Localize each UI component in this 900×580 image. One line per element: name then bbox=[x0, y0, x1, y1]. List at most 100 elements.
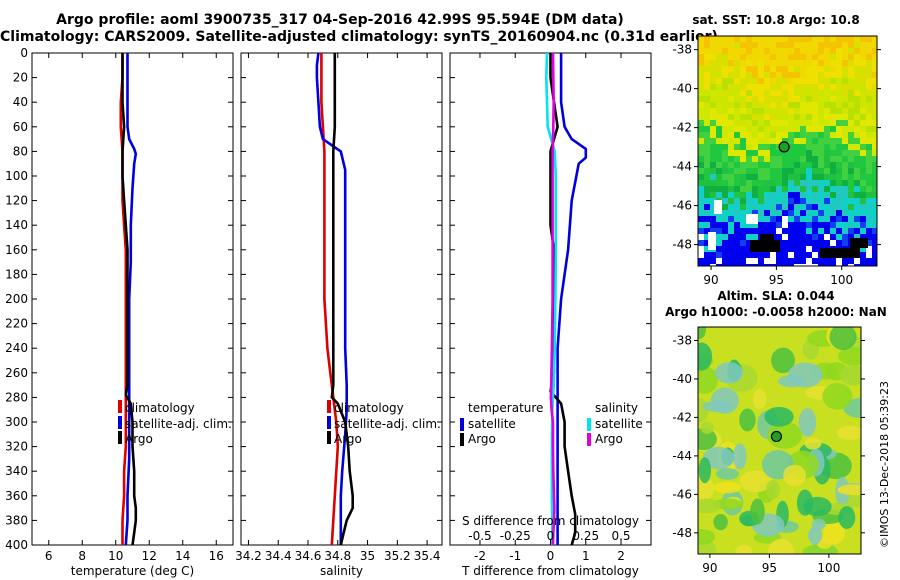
sst-cell bbox=[746, 114, 752, 120]
sst-cell bbox=[848, 48, 854, 54]
sst-cell bbox=[722, 186, 728, 192]
sst-cell bbox=[812, 60, 818, 66]
sst-cell bbox=[716, 42, 722, 48]
sst-cell bbox=[740, 180, 746, 186]
sst-cell bbox=[746, 180, 752, 186]
sst-cell bbox=[722, 162, 728, 168]
sst-cell bbox=[698, 102, 704, 108]
sst-cell bbox=[806, 252, 812, 258]
sst-cell bbox=[716, 246, 722, 252]
sst-cell bbox=[698, 138, 704, 144]
s-axis-label: S difference from climatology bbox=[462, 514, 639, 528]
sst-cell bbox=[818, 210, 824, 216]
sst-cell bbox=[866, 78, 872, 84]
sst-cell bbox=[776, 162, 782, 168]
sst-cell bbox=[770, 162, 776, 168]
sst-cell bbox=[812, 216, 818, 222]
sst-cell bbox=[824, 258, 830, 264]
map-lon-label: 90 bbox=[702, 561, 717, 575]
sst-cell bbox=[746, 210, 752, 216]
sst-cell bbox=[782, 156, 788, 162]
sst-cell bbox=[830, 180, 836, 186]
sst-cell bbox=[752, 174, 758, 180]
sst-cell bbox=[836, 132, 842, 138]
sst-cell bbox=[854, 192, 860, 198]
sla-map-frame bbox=[697, 326, 862, 555]
sst-cell bbox=[734, 108, 740, 114]
sst-cell bbox=[758, 210, 764, 216]
sst-cell bbox=[770, 132, 776, 138]
sst-cell bbox=[806, 210, 812, 216]
sst-cell bbox=[698, 60, 704, 66]
map-lon-label: 90 bbox=[703, 273, 718, 287]
sst-cell bbox=[740, 144, 746, 150]
sst-cell bbox=[782, 240, 788, 246]
sst-cell bbox=[806, 108, 812, 114]
sst-cell bbox=[854, 42, 860, 48]
sst-cell bbox=[722, 84, 728, 90]
sst-cell bbox=[698, 198, 704, 204]
sst-cell bbox=[746, 252, 752, 258]
sst-cell bbox=[848, 114, 854, 120]
s-tick-label: -0.5 bbox=[468, 529, 491, 543]
sst-cell bbox=[716, 240, 722, 246]
sst-cell bbox=[818, 126, 824, 132]
sst-cell bbox=[842, 108, 848, 114]
sst-cell bbox=[776, 216, 782, 222]
sla-blob bbox=[698, 498, 721, 514]
sst-cell bbox=[824, 222, 830, 228]
sst-cell bbox=[764, 78, 770, 84]
sst-cell bbox=[788, 138, 794, 144]
sst-cell bbox=[860, 138, 866, 144]
sst-cell bbox=[872, 180, 877, 186]
sst-cell bbox=[710, 228, 716, 234]
sst-cell bbox=[704, 246, 710, 252]
x-axis-label: salinity bbox=[320, 564, 363, 578]
sst-cell bbox=[818, 234, 824, 240]
sst-cell bbox=[788, 150, 794, 156]
sst-cell bbox=[860, 186, 866, 192]
legend-swatch bbox=[587, 418, 591, 431]
sst-cell bbox=[842, 126, 848, 132]
sst-cell bbox=[716, 228, 722, 234]
sst-cell bbox=[824, 126, 830, 132]
sst-cell bbox=[806, 132, 812, 138]
depth-tick-label: 340 bbox=[5, 464, 28, 478]
sst-mask-patch bbox=[746, 214, 758, 224]
sst-cell bbox=[728, 192, 734, 198]
map-lat-label: -48 bbox=[672, 526, 692, 540]
sst-cell bbox=[872, 42, 877, 48]
sst-cell bbox=[812, 102, 818, 108]
x-tick-label: 34.4 bbox=[265, 549, 292, 563]
sst-cell bbox=[782, 174, 788, 180]
sst-cell bbox=[758, 174, 764, 180]
sst-cell bbox=[818, 90, 824, 96]
sst-cell bbox=[704, 78, 710, 84]
legend-label: Argo bbox=[468, 432, 496, 446]
sst-cell bbox=[764, 102, 770, 108]
sst-cell bbox=[716, 96, 722, 102]
sst-cell bbox=[824, 120, 830, 126]
sst-cell bbox=[758, 132, 764, 138]
x-tick-label: 12 bbox=[142, 549, 157, 563]
sst-cell bbox=[734, 144, 740, 150]
sst-cell bbox=[872, 96, 877, 102]
sst-cell bbox=[806, 162, 812, 168]
sst-cell bbox=[854, 114, 860, 120]
sla-blob bbox=[787, 362, 823, 388]
sst-cell bbox=[734, 78, 740, 84]
sst-cell bbox=[746, 186, 752, 192]
sst-cell bbox=[794, 258, 800, 264]
sst-cell bbox=[854, 60, 860, 66]
sst-cell bbox=[740, 114, 746, 120]
sst-cell bbox=[872, 204, 877, 210]
sst-cell bbox=[776, 48, 782, 54]
sst-cell bbox=[812, 204, 818, 210]
sst-cell bbox=[800, 138, 806, 144]
sst-cell bbox=[728, 114, 734, 120]
sst-cell bbox=[860, 180, 866, 186]
sst-cell bbox=[704, 204, 710, 210]
sst-cell bbox=[728, 84, 734, 90]
sst-cell bbox=[758, 168, 764, 174]
sst-cell bbox=[722, 138, 728, 144]
